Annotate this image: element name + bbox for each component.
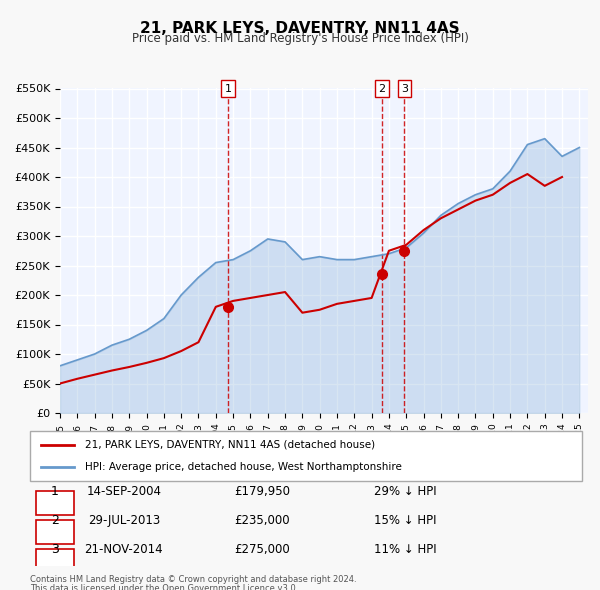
Text: 29-JUL-2013: 29-JUL-2013: [88, 514, 160, 527]
Text: 14-SEP-2004: 14-SEP-2004: [86, 484, 161, 497]
Text: 11% ↓ HPI: 11% ↓ HPI: [374, 543, 437, 556]
Text: 2: 2: [378, 84, 385, 93]
Text: This data is licensed under the Open Government Licence v3.0.: This data is licensed under the Open Gov…: [30, 584, 298, 590]
Text: 3: 3: [51, 543, 59, 556]
Text: 3: 3: [401, 84, 408, 93]
Text: 2: 2: [51, 514, 59, 527]
Text: 1: 1: [224, 84, 232, 93]
Text: HPI: Average price, detached house, West Northamptonshire: HPI: Average price, detached house, West…: [85, 462, 402, 472]
FancyBboxPatch shape: [35, 491, 74, 515]
Text: 21, PARK LEYS, DAVENTRY, NN11 4AS (detached house): 21, PARK LEYS, DAVENTRY, NN11 4AS (detac…: [85, 440, 376, 450]
Text: 21-NOV-2014: 21-NOV-2014: [85, 543, 163, 556]
Text: £179,950: £179,950: [234, 484, 290, 497]
Text: 29% ↓ HPI: 29% ↓ HPI: [374, 484, 437, 497]
FancyBboxPatch shape: [35, 549, 74, 573]
FancyBboxPatch shape: [35, 520, 74, 544]
Text: Contains HM Land Registry data © Crown copyright and database right 2024.: Contains HM Land Registry data © Crown c…: [30, 575, 356, 584]
Text: £235,000: £235,000: [234, 514, 290, 527]
Text: 15% ↓ HPI: 15% ↓ HPI: [374, 514, 437, 527]
Text: Price paid vs. HM Land Registry's House Price Index (HPI): Price paid vs. HM Land Registry's House …: [131, 32, 469, 45]
FancyBboxPatch shape: [30, 431, 582, 481]
Text: £275,000: £275,000: [234, 543, 290, 556]
Text: 1: 1: [51, 484, 59, 497]
Text: 21, PARK LEYS, DAVENTRY, NN11 4AS: 21, PARK LEYS, DAVENTRY, NN11 4AS: [140, 21, 460, 35]
